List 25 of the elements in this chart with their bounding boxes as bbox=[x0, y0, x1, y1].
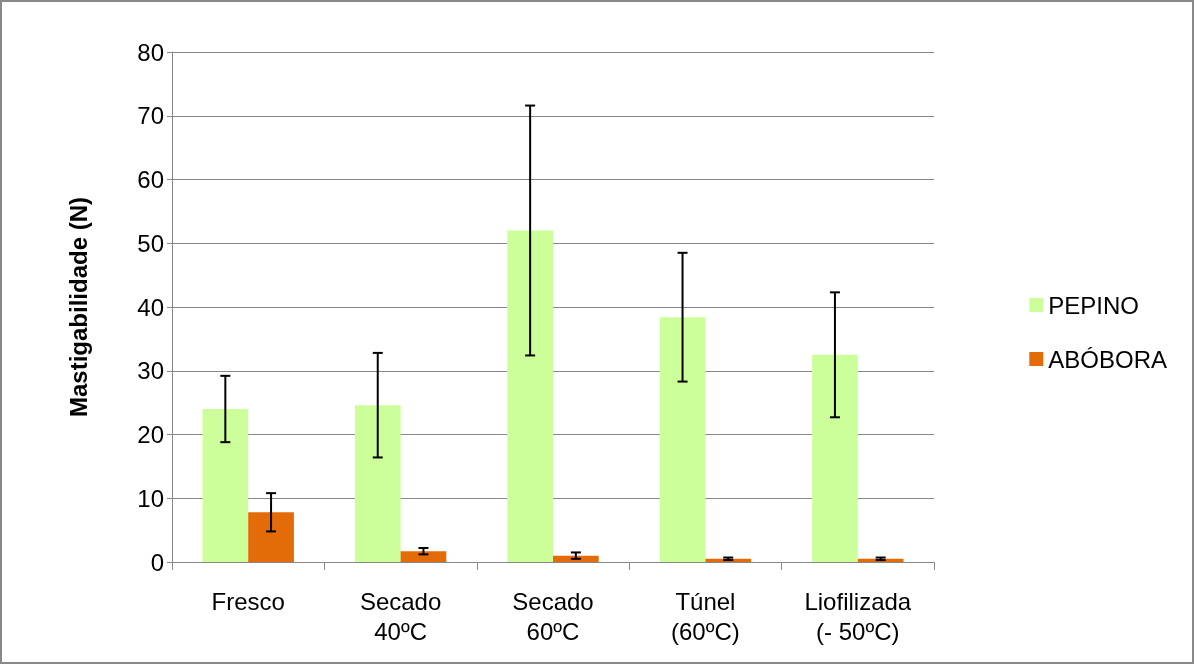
x-tick-label: Secado 40ºC bbox=[359, 587, 442, 645]
bar bbox=[354, 405, 401, 562]
y-axis-title: Mastigabilidade (N) bbox=[64, 196, 92, 418]
y-tick-label: 70 bbox=[137, 102, 164, 130]
x-tick-label: Fresco bbox=[211, 587, 285, 615]
y-tick-label: 30 bbox=[137, 357, 164, 385]
y-tick-label: 60 bbox=[137, 166, 164, 193]
x-tick-label: Liofilizada (- 50ºC) bbox=[804, 587, 912, 645]
y-tick-label: 80 bbox=[137, 38, 164, 66]
y-tick-label: 40 bbox=[137, 293, 164, 321]
legend-label: PEPINO bbox=[1048, 291, 1139, 319]
y-tick-label: 0 bbox=[150, 548, 164, 576]
bar bbox=[659, 317, 706, 562]
bar bbox=[507, 230, 553, 562]
y-tick-label: 50 bbox=[137, 229, 164, 257]
x-tick-label: Secado 60ºC bbox=[512, 587, 594, 645]
x-tick-label: Túnel (60ºC) bbox=[671, 587, 740, 645]
bar bbox=[553, 555, 599, 562]
y-tick-label: 10 bbox=[137, 484, 164, 512]
bar bbox=[202, 409, 249, 562]
bar bbox=[400, 551, 447, 562]
y-tick-label: 20 bbox=[137, 421, 164, 448]
bar bbox=[812, 354, 858, 562]
legend-label: ABÓBORA bbox=[1048, 345, 1167, 373]
bar bbox=[248, 512, 294, 562]
